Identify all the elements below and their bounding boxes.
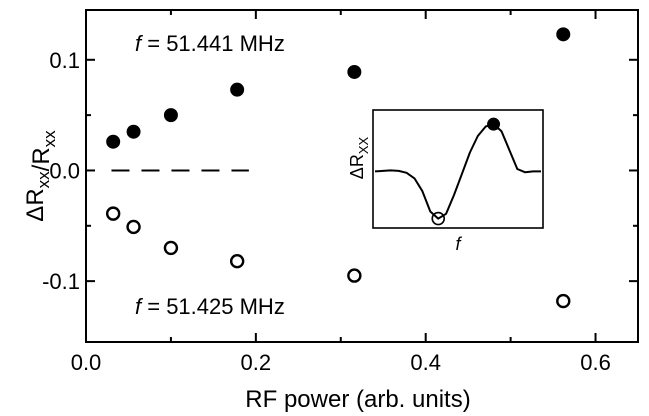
frequency-symbol: f (135, 31, 144, 56)
subscript: xx (40, 130, 59, 148)
inset-curve (374, 123, 541, 220)
data-point (106, 134, 121, 149)
data-series (105, 27, 571, 309)
frequency-symbol: f (135, 294, 144, 319)
data-point (229, 254, 245, 269)
x-axis-label: RF power (arb. units) (245, 386, 470, 413)
y-tick-label: 0.0 (49, 158, 80, 183)
axis-ticks (85, 10, 638, 342)
frequency-label: f = 51.441 MHz (135, 31, 285, 56)
inset-frame (372, 109, 544, 229)
inset-plot: ΔRXX f (347, 109, 544, 254)
plot-border (85, 9, 639, 343)
frequency-value: = 51.441 MHz (141, 31, 285, 56)
frequency-label: f = 51.425 MHz (135, 294, 285, 319)
label-part: ΔR (22, 188, 49, 221)
x-tick-label: 0.4 (410, 350, 441, 375)
inset-y-label: ΔRXX (347, 136, 371, 179)
x-tick-label: 0.2 (241, 350, 272, 375)
y-tick-label: -0.1 (42, 269, 80, 294)
series-filled (106, 27, 571, 149)
series-open (105, 206, 571, 309)
inset-filled-marker (487, 117, 501, 131)
data-point (347, 64, 362, 79)
data-point (126, 124, 141, 139)
subscript: xx (34, 171, 53, 189)
data-point (230, 82, 245, 97)
x-tick-label: 0.0 (71, 350, 102, 375)
data-point (126, 219, 141, 235)
label-part: /R (28, 147, 55, 171)
x-tick-label: 0.6 (580, 350, 611, 375)
inset-x-label: f (455, 234, 462, 254)
plot-frame (85, 9, 639, 343)
y-tick-label: 0.1 (49, 48, 80, 73)
data-point (163, 240, 179, 256)
data-point (105, 206, 121, 221)
data-point (163, 108, 178, 123)
data-point (556, 293, 571, 309)
y-axis-label: ΔRxx/Rxx (22, 130, 59, 222)
inset-open-marker (431, 211, 446, 226)
frequency-value: = 51.425 MHz (141, 294, 285, 319)
axis-tick-labels: 0.0 0.2 0.4 0.6 -0.1 0.0 0.1 (42, 48, 611, 375)
data-point (556, 27, 571, 42)
y-axis-label-text: ΔRxx/Rxx (22, 130, 59, 222)
data-point (347, 268, 362, 283)
